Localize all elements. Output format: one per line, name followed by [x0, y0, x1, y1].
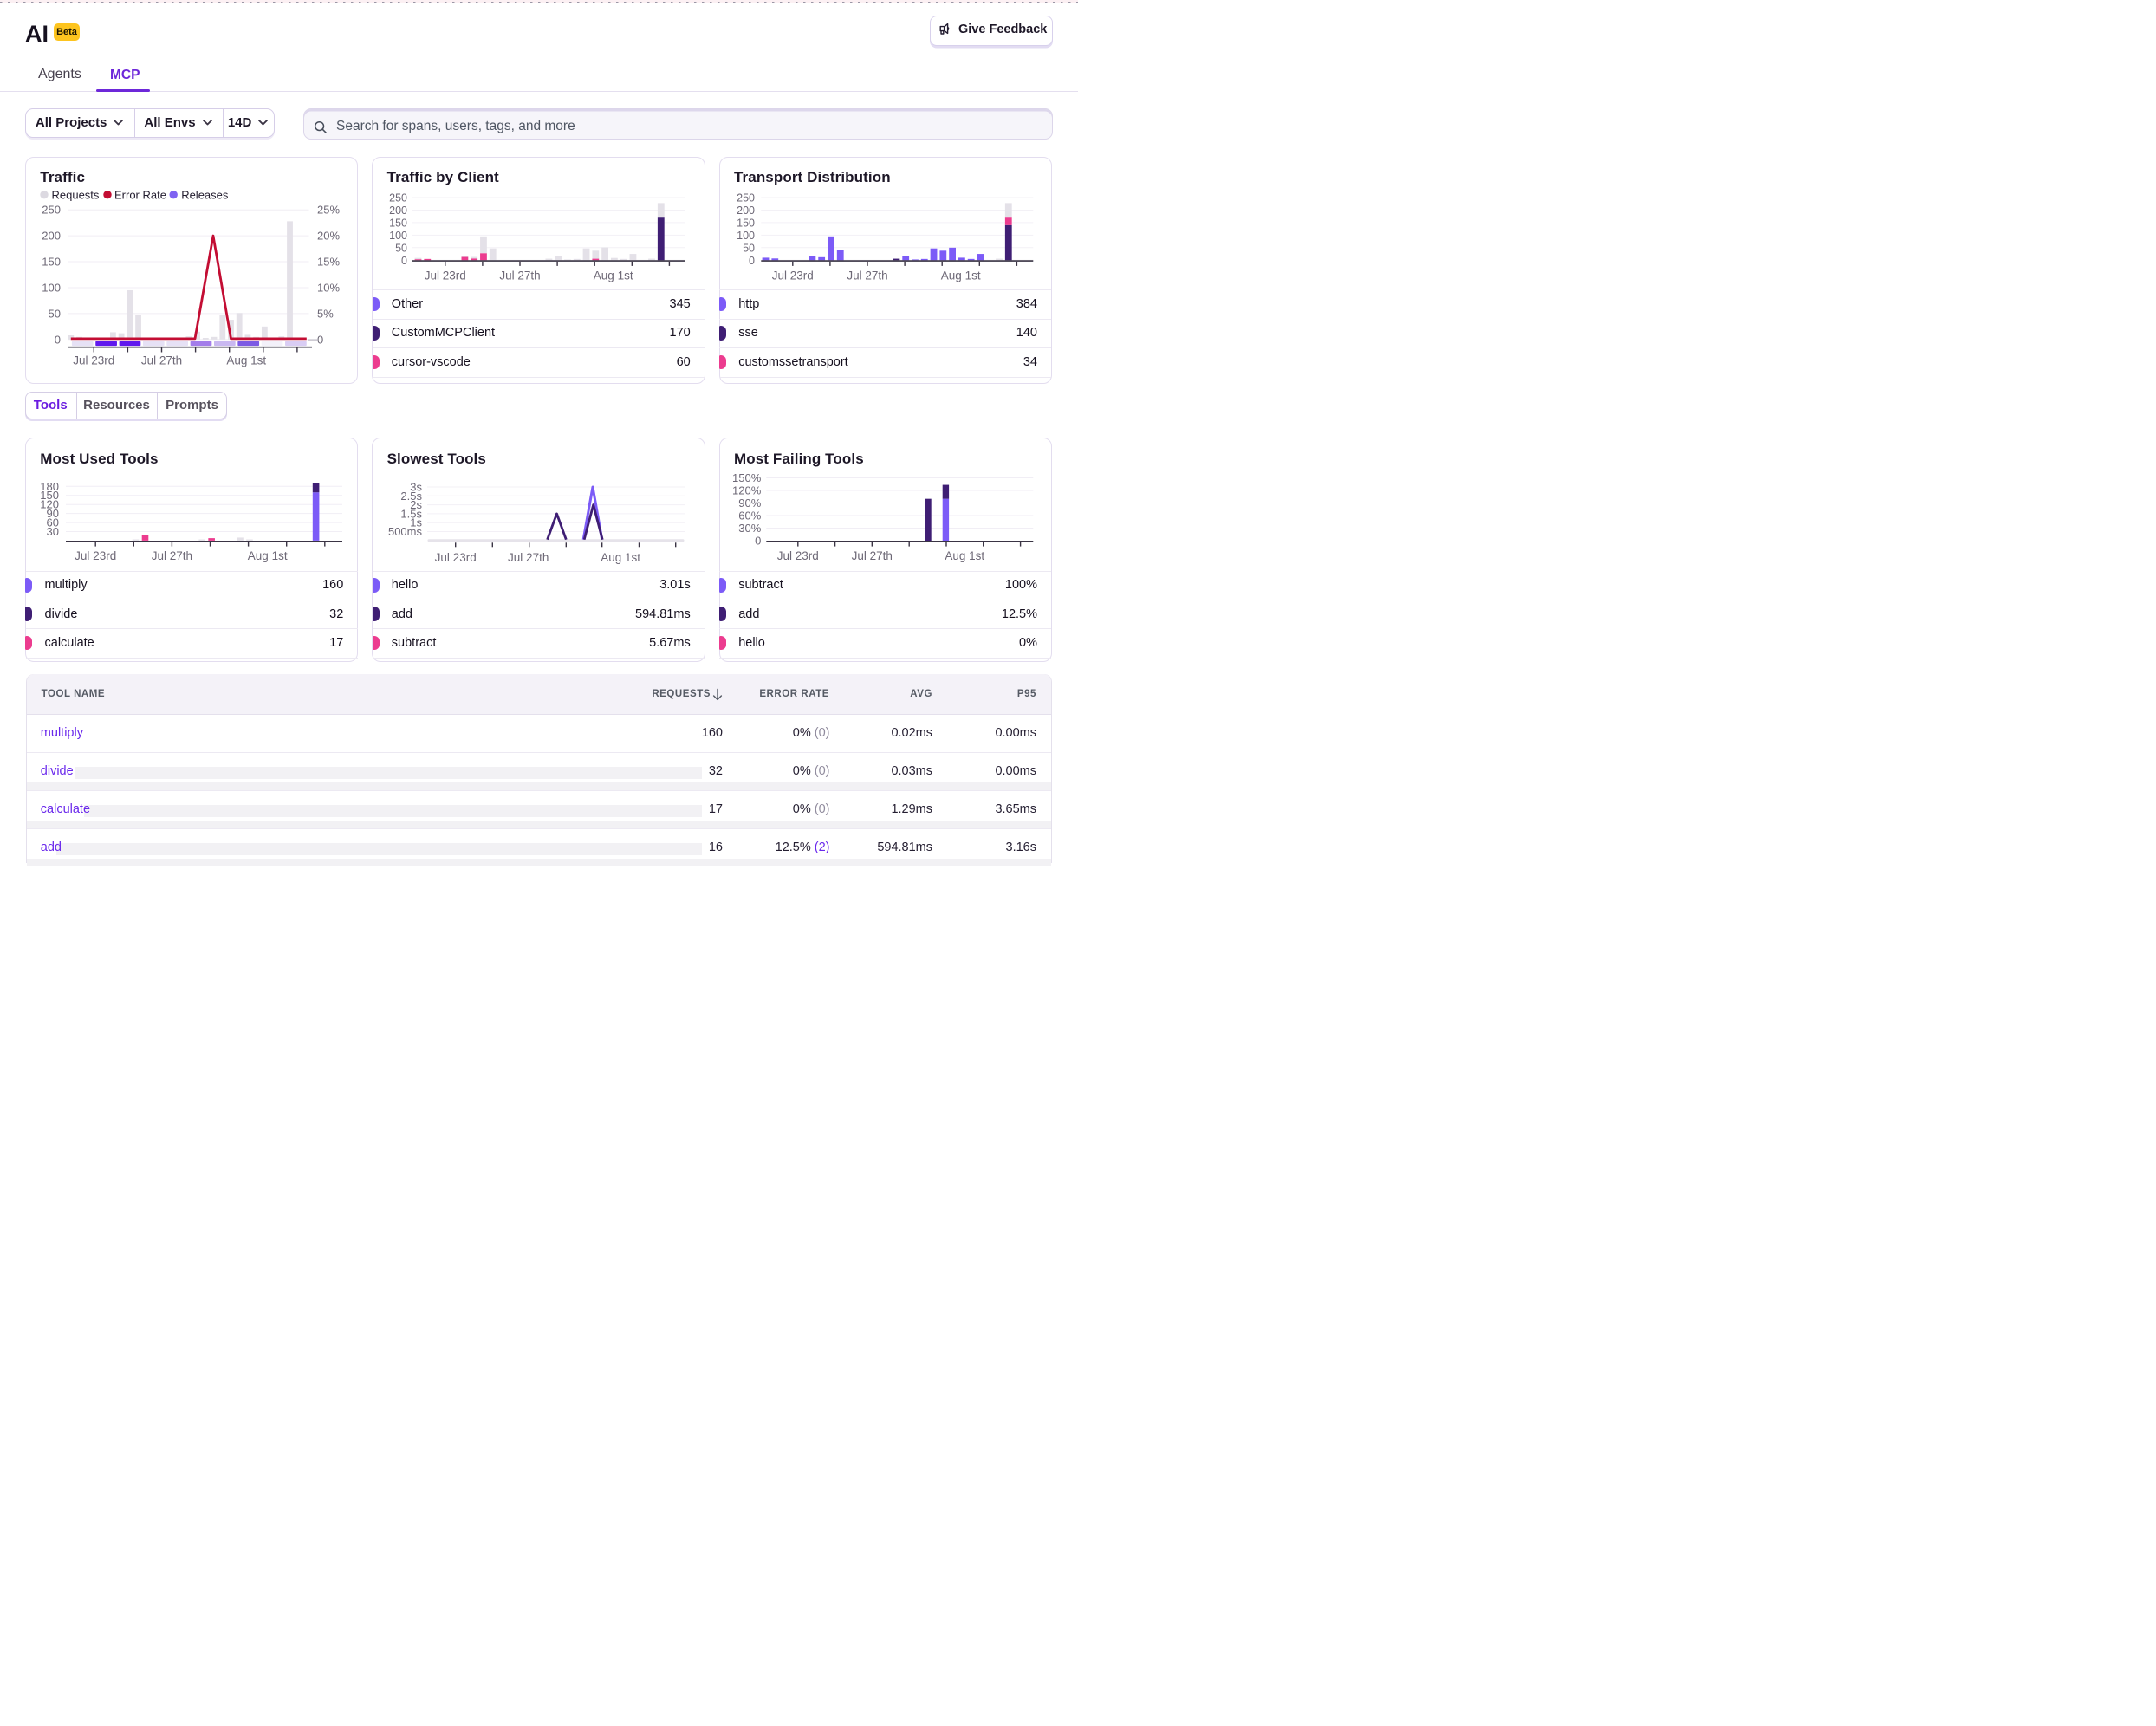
svg-text:90: 90	[47, 507, 59, 520]
svg-text:Jul 27th: Jul 27th	[152, 549, 192, 562]
svg-text:150: 150	[737, 217, 755, 229]
svg-text:60: 60	[47, 516, 59, 529]
svg-text:50: 50	[49, 307, 61, 320]
svg-text:50: 50	[395, 242, 407, 254]
svg-text:Jul 27th: Jul 27th	[500, 269, 541, 282]
svg-text:60%: 60%	[738, 509, 761, 522]
svg-text:90%: 90%	[738, 496, 761, 509]
svg-text:150%: 150%	[732, 471, 762, 484]
svg-text:Aug 1st: Aug 1st	[940, 269, 980, 282]
svg-text:200: 200	[42, 229, 61, 242]
svg-text:Jul 23rd: Jul 23rd	[73, 354, 114, 367]
svg-text:0: 0	[55, 333, 61, 346]
svg-text:Jul 27th: Jul 27th	[508, 551, 549, 564]
svg-text:Error Rate: Error Rate	[114, 188, 166, 201]
svg-text:100: 100	[42, 281, 61, 294]
svg-text:200: 200	[737, 204, 755, 217]
svg-text:0: 0	[401, 254, 407, 266]
svg-text:30: 30	[47, 525, 59, 538]
svg-text:Aug 1st: Aug 1st	[594, 269, 633, 282]
svg-text:500ms: 500ms	[388, 525, 423, 538]
svg-text:1.5s: 1.5s	[401, 507, 423, 520]
svg-text:1s: 1s	[411, 516, 423, 529]
svg-text:150: 150	[42, 255, 61, 268]
svg-text:Requests: Requests	[52, 188, 100, 201]
svg-text:Jul 23rd: Jul 23rd	[776, 549, 818, 562]
svg-text:100: 100	[389, 229, 407, 241]
svg-text:0: 0	[317, 333, 323, 346]
svg-text:Jul 23rd: Jul 23rd	[435, 551, 477, 564]
svg-text:Jul 27th: Jul 27th	[847, 269, 887, 282]
svg-text:5%: 5%	[317, 307, 334, 320]
svg-text:15%: 15%	[317, 255, 340, 268]
svg-text:20%: 20%	[317, 229, 340, 242]
svg-text:150: 150	[389, 217, 407, 229]
svg-text:Aug 1st: Aug 1st	[945, 549, 984, 562]
svg-text:200: 200	[389, 204, 407, 217]
svg-text:3s: 3s	[411, 481, 423, 494]
svg-text:10%: 10%	[317, 281, 340, 294]
svg-text:Jul 23rd: Jul 23rd	[75, 549, 116, 562]
svg-text:0: 0	[755, 535, 761, 548]
svg-text:250: 250	[389, 191, 407, 204]
svg-text:Aug 1st: Aug 1st	[248, 549, 288, 562]
svg-text:Jul 23rd: Jul 23rd	[771, 269, 813, 282]
svg-text:Aug 1st: Aug 1st	[601, 551, 641, 564]
svg-text:120%: 120%	[732, 484, 762, 497]
svg-text:120: 120	[40, 498, 59, 511]
svg-text:2.5s: 2.5s	[401, 490, 423, 503]
svg-text:100: 100	[737, 229, 755, 241]
svg-text:Jul 27th: Jul 27th	[141, 354, 182, 367]
svg-text:150: 150	[40, 489, 59, 502]
svg-text:250: 250	[737, 191, 755, 204]
svg-text:Releases: Releases	[181, 188, 229, 201]
svg-text:Aug 1st: Aug 1st	[226, 354, 266, 367]
svg-text:50: 50	[743, 242, 755, 254]
svg-text:250: 250	[42, 203, 61, 216]
svg-text:25%: 25%	[317, 203, 340, 216]
svg-text:Jul 27th: Jul 27th	[851, 549, 892, 562]
svg-text:2s: 2s	[411, 498, 423, 511]
svg-text:Jul 23rd: Jul 23rd	[425, 269, 466, 282]
svg-text:0: 0	[749, 254, 755, 266]
svg-text:30%: 30%	[738, 522, 761, 535]
svg-text:180: 180	[40, 480, 59, 493]
